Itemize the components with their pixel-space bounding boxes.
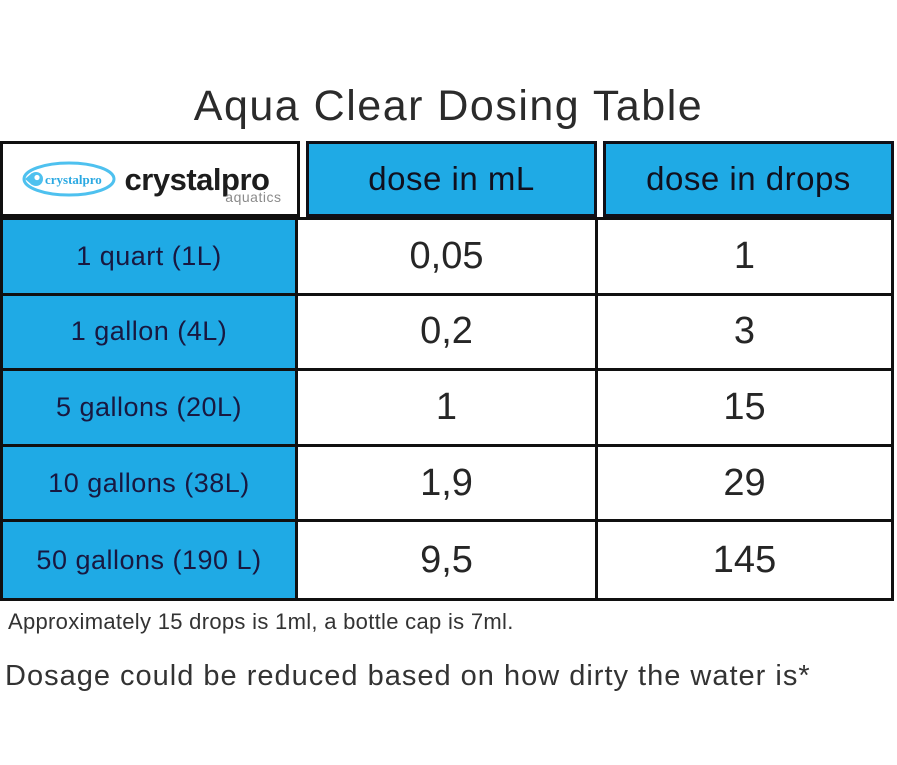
dose-ml-value: 0,2 [298,295,598,369]
row-label: 1 gallon (4L) [3,295,298,369]
row-label: 5 gallons (20L) [3,371,298,444]
dose-ml-value: 1 [298,371,598,444]
brand-wordmark: crystalpro aquatics [124,161,281,204]
dose-ml-value: 1,9 [298,446,598,520]
dose-drops-value: 29 [598,446,891,520]
drops-equivalence-note: Approximately 15 drops is 1ml, a bottle … [8,609,514,634]
crystalpro-oval-logo-icon: crystalpro [22,161,116,197]
logo-cell: crystalpro crystalpro aquatics [0,141,300,217]
header-dose-drops: dose in drops [603,141,894,217]
table-row: 1 gallon (4L) 0,2 3 [3,295,891,372]
table-row: 1 quart (1L) 0,05 1 [3,220,891,296]
dose-drops-value: 145 [598,522,891,598]
header-dose-ml: dose in mL [306,141,597,217]
svg-text:crystalpro: crystalpro [45,172,102,187]
table-row: 50 gallons (190 L) 9,5 145 [3,522,891,598]
dose-drops-value: 1 [598,220,891,293]
dose-ml-value: 0,05 [298,220,598,293]
dose-drops-value: 3 [598,295,891,369]
dosage-disclaimer-note: Dosage could be reduced based on how dir… [5,660,811,692]
row-label: 50 gallons (190 L) [3,522,298,598]
page-title: Aqua Clear Dosing Table [193,82,704,130]
brand-name: crystalpro [124,161,270,197]
dose-ml-value: 9,5 [298,522,598,598]
row-label: 10 gallons (38L) [3,446,298,520]
table-row: 10 gallons (38L) 1,9 29 [3,446,891,523]
dosing-table-body: 1 quart (1L) 0,05 1 1 gallon (4L) 0,2 3 … [0,217,894,601]
dose-drops-value: 15 [598,371,891,444]
row-label: 1 quart (1L) [3,220,298,293]
brand-subname: aquatics [225,188,282,205]
table-header-row: crystalpro crystalpro aquatics dose in m… [0,141,894,217]
table-row: 5 gallons (20L) 1 15 [3,371,891,447]
